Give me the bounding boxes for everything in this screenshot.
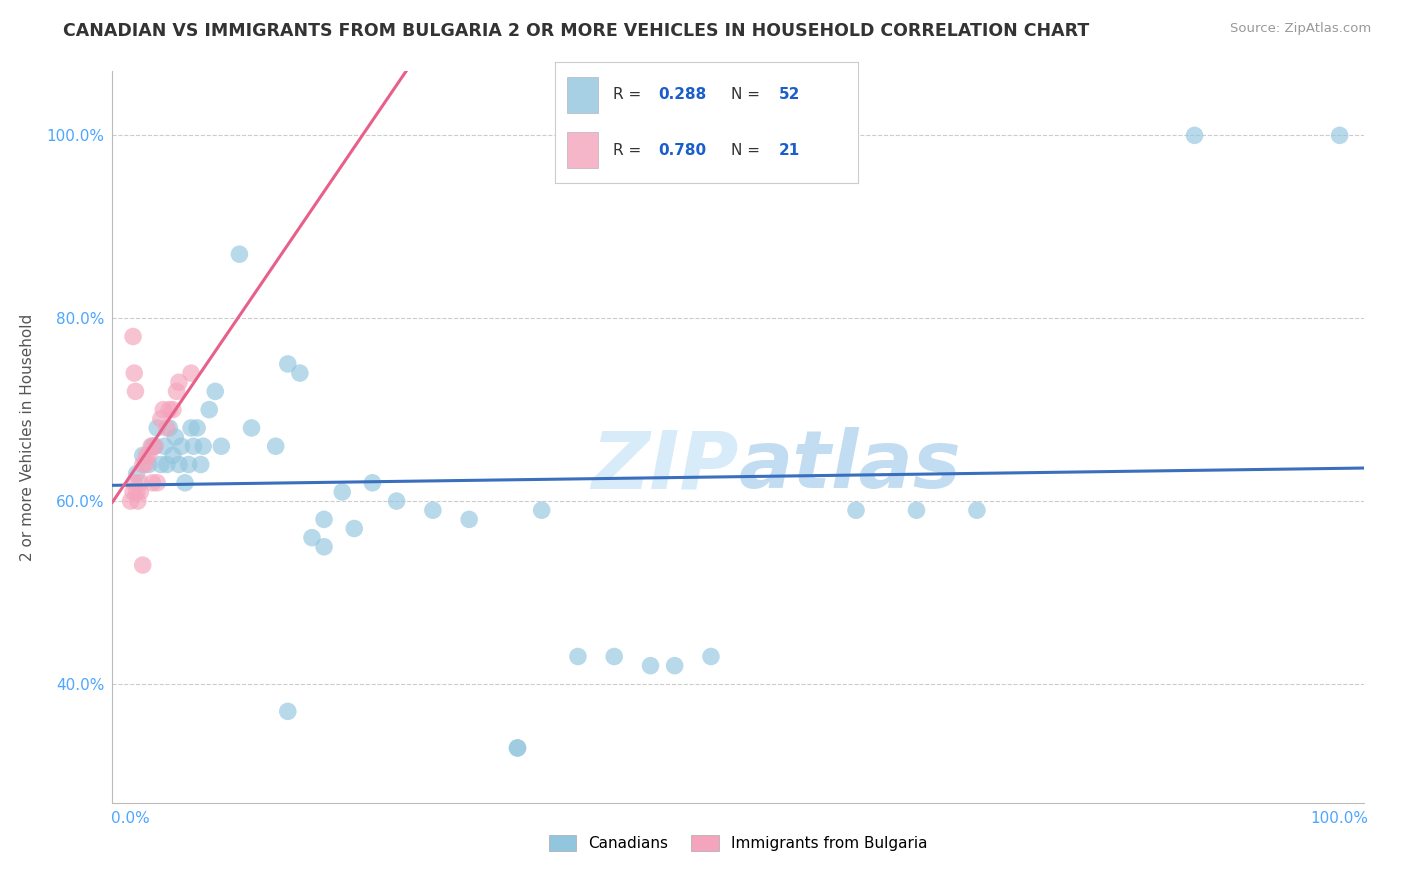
Point (277, 357, 299, 371)
Point (122, 329, 145, 343)
Text: 0.780: 0.780 (658, 143, 706, 158)
Point (149, 412, 172, 426)
Point (180, 366, 202, 380)
Point (301, 531, 323, 545)
Point (264, 439, 287, 453)
Point (422, 503, 444, 517)
Point (134, 458, 156, 472)
Point (186, 421, 208, 435)
Text: atlas: atlas (738, 427, 960, 506)
Point (149, 458, 172, 472)
Point (131, 458, 153, 472)
Point (131, 448, 153, 462)
Point (506, 740, 529, 755)
Point (603, 649, 626, 664)
Point (177, 458, 200, 472)
Point (162, 448, 184, 462)
Point (146, 475, 169, 490)
Point (191, 439, 214, 453)
Point (330, 485, 353, 500)
Point (640, 658, 662, 673)
Point (905, 503, 928, 517)
Point (1184, 128, 1206, 143)
Text: R =: R = (613, 143, 645, 158)
Point (165, 430, 187, 444)
Point (162, 402, 184, 417)
Point (700, 649, 723, 664)
Point (135, 448, 157, 462)
Point (143, 439, 166, 453)
Bar (568, 132, 598, 169)
Text: 52: 52 (779, 87, 800, 103)
Point (141, 439, 163, 453)
Point (506, 740, 529, 755)
Point (156, 458, 179, 472)
Text: R =: R = (613, 87, 645, 103)
Text: CANADIAN VS IMMIGRANTS FROM BULGARIA 2 OR MORE VEHICLES IN HOUSEHOLD CORRELATION: CANADIAN VS IMMIGRANTS FROM BULGARIA 2 O… (63, 22, 1090, 40)
Point (138, 448, 160, 462)
Point (146, 421, 169, 435)
Point (170, 439, 193, 453)
Point (240, 421, 263, 435)
Text: N =: N = (731, 87, 765, 103)
Point (530, 503, 553, 517)
Point (966, 503, 988, 517)
Point (209, 439, 232, 453)
Point (385, 494, 408, 508)
Point (120, 494, 142, 508)
Point (312, 512, 335, 526)
Point (174, 475, 197, 490)
Point (180, 421, 202, 435)
Point (125, 485, 148, 500)
Point (127, 494, 149, 508)
Point (141, 475, 163, 490)
Point (157, 421, 180, 435)
Text: 0.288: 0.288 (658, 87, 706, 103)
Point (167, 375, 190, 389)
Point (190, 458, 212, 472)
Point (567, 649, 589, 664)
Point (122, 475, 145, 490)
Point (228, 247, 250, 261)
Point (122, 485, 145, 500)
Point (312, 540, 335, 554)
Point (129, 475, 152, 490)
Point (845, 503, 868, 517)
Point (1329, 128, 1351, 143)
Point (361, 475, 384, 490)
Point (124, 384, 146, 399)
Point (343, 522, 366, 536)
Point (277, 705, 299, 719)
Point (122, 366, 145, 380)
Point (458, 512, 481, 526)
Bar (568, 77, 598, 113)
Text: 21: 21 (779, 143, 800, 158)
Point (166, 384, 188, 399)
Text: ZIP: ZIP (591, 427, 738, 506)
Text: N =: N = (731, 143, 765, 158)
Point (664, 658, 686, 673)
Point (129, 485, 152, 500)
Point (198, 402, 221, 417)
Text: Source: ZipAtlas.com: Source: ZipAtlas.com (1230, 22, 1371, 36)
Point (141, 439, 163, 453)
Point (157, 402, 180, 417)
Point (204, 384, 226, 399)
Point (143, 439, 166, 453)
Y-axis label: 2 or more Vehicles in Household: 2 or more Vehicles in Household (20, 313, 35, 561)
Point (125, 467, 148, 481)
Point (138, 458, 160, 472)
Point (152, 402, 174, 417)
Point (156, 421, 179, 435)
Point (183, 439, 205, 453)
Point (167, 458, 190, 472)
Point (288, 366, 311, 380)
Point (131, 558, 153, 573)
Legend: Canadians, Immigrants from Bulgaria: Canadians, Immigrants from Bulgaria (543, 830, 934, 857)
Point (153, 439, 176, 453)
